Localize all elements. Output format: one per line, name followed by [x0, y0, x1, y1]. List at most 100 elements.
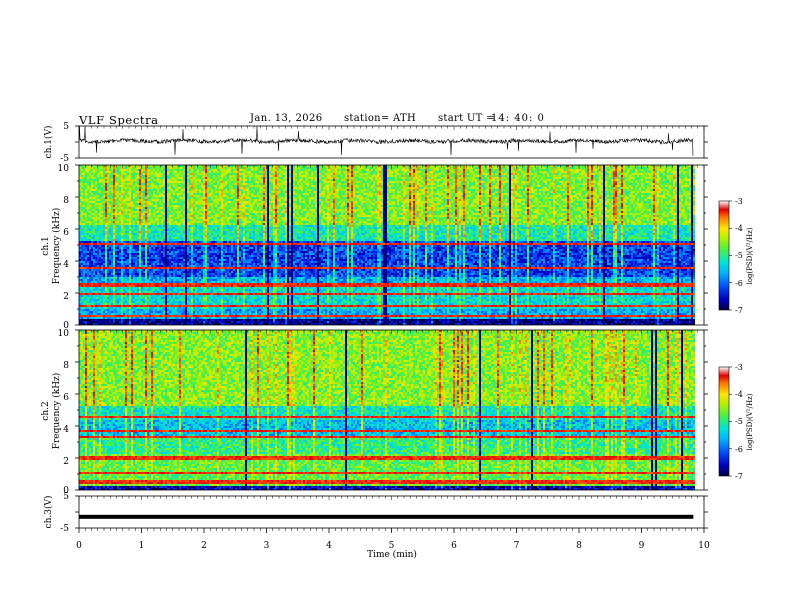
ch1-spectrogram-cell: [173, 323, 175, 325]
ch1-spectrogram-cell: [95, 197, 97, 199]
ch1-spectrogram-cell: [127, 167, 129, 169]
ch1-spectrogram-cell: [187, 235, 189, 237]
ch1-spectrogram-cell: [83, 313, 85, 315]
ch1-spectrogram-cell: [127, 203, 129, 205]
ch1-spectrogram-cell: [115, 185, 117, 187]
ch1-spectrogram-cell: [131, 167, 133, 169]
ch1-spectrogram-cell: [199, 313, 201, 315]
ch1-spectrogram-cell: [111, 221, 113, 223]
ch1-spectrogram-cell: [157, 219, 159, 221]
ch1-spectrogram-cell: [89, 287, 91, 289]
ch1-spectrogram-cell: [147, 191, 149, 193]
ch1-spectrogram-cell: [153, 221, 155, 223]
ch1-spectrogram-cell: [151, 249, 153, 251]
ch1-spectrogram-cell: [125, 249, 127, 251]
ch1-spectrogram-cell: [129, 201, 131, 203]
ch1-spectrogram-cell: [115, 243, 117, 245]
ch1-spectrogram-cell: [109, 167, 111, 169]
ch1-spectrogram-cell: [149, 165, 151, 167]
ch1-spectrogram-cell: [171, 185, 173, 187]
ch1-spectrogram-cell: [149, 185, 151, 187]
ch1-spectrogram-cell: [107, 241, 109, 243]
ch1-spectrogram-cell: [115, 315, 117, 317]
ch1-spectrogram-cell: [95, 291, 97, 293]
ch1-spectrogram-cell: [179, 303, 181, 305]
ch1-spectrogram-cell: [143, 269, 145, 271]
ch1-spectrogram-cell: [155, 165, 157, 167]
ch1-spectrogram-cell: [109, 183, 111, 185]
ch1-spectrogram-cell: [173, 311, 175, 313]
ch1-spectrogram-cell: [109, 253, 111, 255]
ch1-spectrogram-cell: [105, 191, 107, 193]
ch1-spectrogram-cell: [131, 261, 133, 263]
ch1-spectrogram-cell: [193, 295, 195, 297]
ch1-spectrogram-cell: [195, 289, 197, 291]
ch1-spectrogram-cell: [167, 217, 169, 219]
ch1-spectrogram-cell: [145, 275, 147, 277]
ch1-spectrogram-cell: [131, 213, 133, 215]
ch1-spectrogram-cell: [91, 217, 93, 219]
ch1-spectrogram-cell: [141, 227, 143, 229]
ch1-spectrogram-cell: [135, 233, 137, 235]
ch1-spectrogram-cell: [185, 183, 187, 185]
ch1-spectrogram-cell: [145, 239, 147, 241]
ch1-spectrogram-cell: [183, 283, 185, 285]
date-label: Jan. 13, 2026: [250, 113, 323, 124]
ch1-spectrogram-cell: [165, 233, 167, 235]
ch1-spectrogram-cell: [123, 207, 125, 209]
ch1-spectrogram-cell: [167, 207, 169, 209]
ch1-spectrogram-cell: [177, 275, 179, 277]
ch1-spectrogram-cell: [177, 179, 179, 181]
ch1-spectrogram-cell: [183, 187, 185, 189]
ch1-spectrogram-cell: [173, 279, 175, 281]
ch1-spectrogram-cell: [139, 205, 141, 207]
ch1-spectrogram-cell: [79, 311, 81, 313]
ch1-spectrogram-cell: [137, 213, 139, 215]
ch1-spectrogram-cell: [91, 281, 93, 283]
ch1-spectrogram-cell: [161, 273, 163, 275]
ch1-spectrogram-cell: [131, 225, 133, 227]
ch1-spectrogram-cell: [87, 287, 89, 289]
ch1-spectrogram-cell: [119, 235, 121, 237]
ch1-spectrogram-cell: [79, 175, 81, 177]
ch1-spectrogram-cell: [161, 193, 163, 195]
ch1-spectrogram-cell: [95, 235, 97, 237]
ch1-spectrogram-cell: [173, 265, 175, 267]
ch1-spectrogram-cell: [163, 179, 165, 181]
ch1-spectrogram-cell: [185, 277, 187, 279]
ch1-spectrogram-cell: [201, 253, 203, 255]
ch1-spectrogram-cell: [171, 317, 173, 319]
ch1-spectrogram-cell: [79, 191, 81, 193]
ch1-spectrogram-cell: [89, 225, 91, 227]
ch1-spectrogram-cell: [85, 183, 87, 185]
ch1-spectrogram-cell: [81, 311, 83, 313]
ch1-spectrogram-cell: [157, 237, 159, 239]
ch1-spectrogram-cell: [153, 269, 155, 271]
ch1-spectrogram-cell: [171, 319, 173, 321]
ch1-spectrogram-cell: [199, 253, 201, 255]
ch1-spectrogram-cell: [89, 263, 91, 265]
ch1-spectrogram-cell: [195, 297, 197, 299]
ch1-spectrogram-cell: [137, 175, 139, 177]
ch1-spectrogram-cell: [101, 185, 103, 187]
ch1-spectrogram-cell: [169, 295, 171, 297]
ch1-spectrogram-cell: [175, 211, 177, 213]
ch1-spectrogram-cell: [113, 245, 115, 247]
ch1-spectrogram-cell: [127, 249, 129, 251]
ch1-spectrogram-cell: [179, 247, 181, 249]
ch1-spectrogram-cell: [135, 249, 137, 251]
ch1-spectrogram-cell: [173, 307, 175, 309]
ch1-spectrogram-cell: [123, 233, 125, 235]
ch1-spectrogram-cell: [197, 189, 199, 191]
ch1-spectrogram-cell: [201, 299, 203, 301]
ch1-spectrogram-cell: [139, 235, 141, 237]
ch1-spectrogram-cell: [187, 237, 189, 239]
ch1-spectrogram-cell: [113, 195, 115, 197]
ch1-spectrogram-cell: [197, 277, 199, 279]
ch1-spectrogram-cell: [139, 263, 141, 265]
ch1-spectrogram-cell: [93, 165, 95, 167]
ch1-spectrogram-cell: [189, 225, 191, 227]
ch1-spectrogram-cell: [113, 197, 115, 199]
ch1-spectrogram-cell: [127, 245, 129, 247]
ch1-spectrogram-cell: [187, 283, 189, 285]
